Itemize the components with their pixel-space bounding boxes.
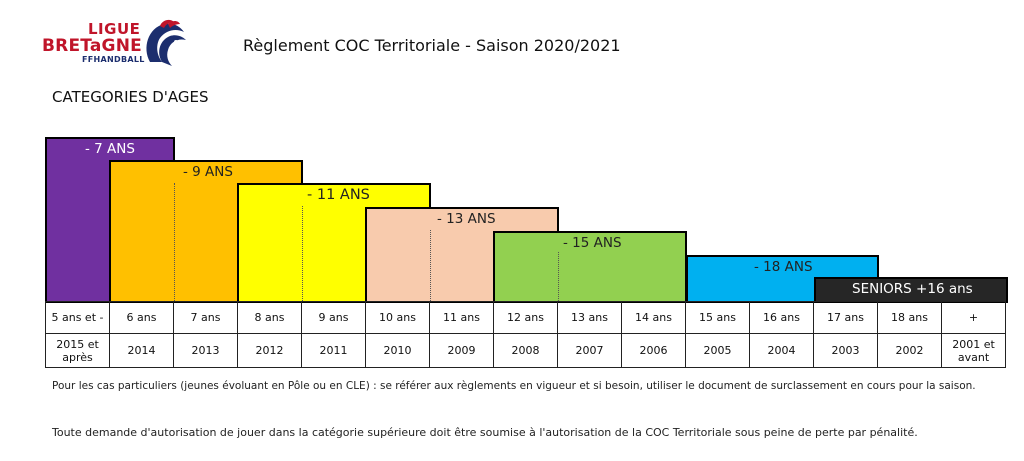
ligue-bretagne-logo: LIGUE BRETaGNE FFHANDBALL	[42, 18, 192, 74]
year-cell: 2011	[301, 333, 366, 368]
age-cell: 11 ans	[429, 301, 494, 334]
age-cell: +	[941, 301, 1006, 334]
category-label-under-9: - 9 ANS	[183, 164, 233, 180]
category-label-under-7: - 7 ANS	[85, 141, 135, 157]
age-cell: 16 ans	[749, 301, 814, 334]
age-cell: 18 ans	[877, 301, 942, 334]
age-cell: 14 ans	[621, 301, 686, 334]
year-cell: 2002	[877, 333, 942, 368]
ages-row: 5 ans et - 6 ans 7 ans 8 ans 9 ans 10 an…	[45, 301, 1006, 334]
year-cell: 2010	[365, 333, 430, 368]
logo-line-bretagne: BRETaGNE	[42, 36, 142, 56]
age-cell: 15 ans	[685, 301, 750, 334]
category-label-seniors: SENIORS +16 ans	[852, 281, 973, 297]
age-cell: 7 ans	[173, 301, 238, 334]
year-cell: 2007	[557, 333, 622, 368]
note-authorization: Toute demande d'autorisation de jouer da…	[52, 426, 918, 439]
age-cell: 6 ans	[109, 301, 174, 334]
category-label-under-11: - 11 ANS	[307, 187, 370, 203]
logo-line-ligue: LIGUE	[88, 20, 141, 38]
dotted-separator	[430, 230, 431, 301]
category-label-under-18: - 18 ANS	[754, 259, 813, 275]
year-cell: 2008	[493, 333, 558, 368]
year-cell: 2003	[813, 333, 878, 368]
category-bar-seniors: SENIORS +16 ans	[814, 277, 1008, 303]
age-cell: 5 ans et -	[45, 301, 110, 334]
year-cell: 2001 et avant	[941, 333, 1006, 368]
year-cell: 2015 et après	[45, 333, 110, 368]
logo-line-ffhandball: FFHANDBALL	[82, 55, 145, 64]
note-special-cases: Pour les cas particuliers (jeunes évolua…	[52, 380, 976, 392]
age-cell: 17 ans	[813, 301, 878, 334]
year-cell: 2009	[429, 333, 494, 368]
year-cell: 2006	[621, 333, 686, 368]
category-label-under-15: - 15 ANS	[563, 235, 622, 251]
age-cell: 9 ans	[301, 301, 366, 334]
dotted-separator	[174, 183, 175, 301]
age-cell: 10 ans	[365, 301, 430, 334]
year-cell: 2014	[109, 333, 174, 368]
years-row: 2015 et après 2014 2013 2012 2011 2010 2…	[45, 333, 1006, 368]
dotted-separator	[558, 252, 559, 301]
year-cell: 2005	[685, 333, 750, 368]
document-title: Règlement COC Territoriale - Saison 2020…	[243, 36, 621, 55]
rooster-emblem-icon	[146, 19, 186, 66]
year-cell: 2004	[749, 333, 814, 368]
dotted-separator	[302, 206, 303, 301]
year-cell: 2013	[173, 333, 238, 368]
category-label-under-13: - 13 ANS	[437, 211, 496, 227]
category-bar-under-15: - 15 ANS	[493, 231, 687, 303]
section-title: CATEGORIES D'AGES	[52, 88, 209, 106]
age-cell: 12 ans	[493, 301, 558, 334]
age-year-table: 5 ans et - 6 ans 7 ans 8 ans 9 ans 10 an…	[45, 301, 1006, 368]
age-cell: 8 ans	[237, 301, 302, 334]
category-bar-under-13: - 13 ANS	[365, 207, 559, 303]
year-cell: 2012	[237, 333, 302, 368]
age-cell: 13 ans	[557, 301, 622, 334]
